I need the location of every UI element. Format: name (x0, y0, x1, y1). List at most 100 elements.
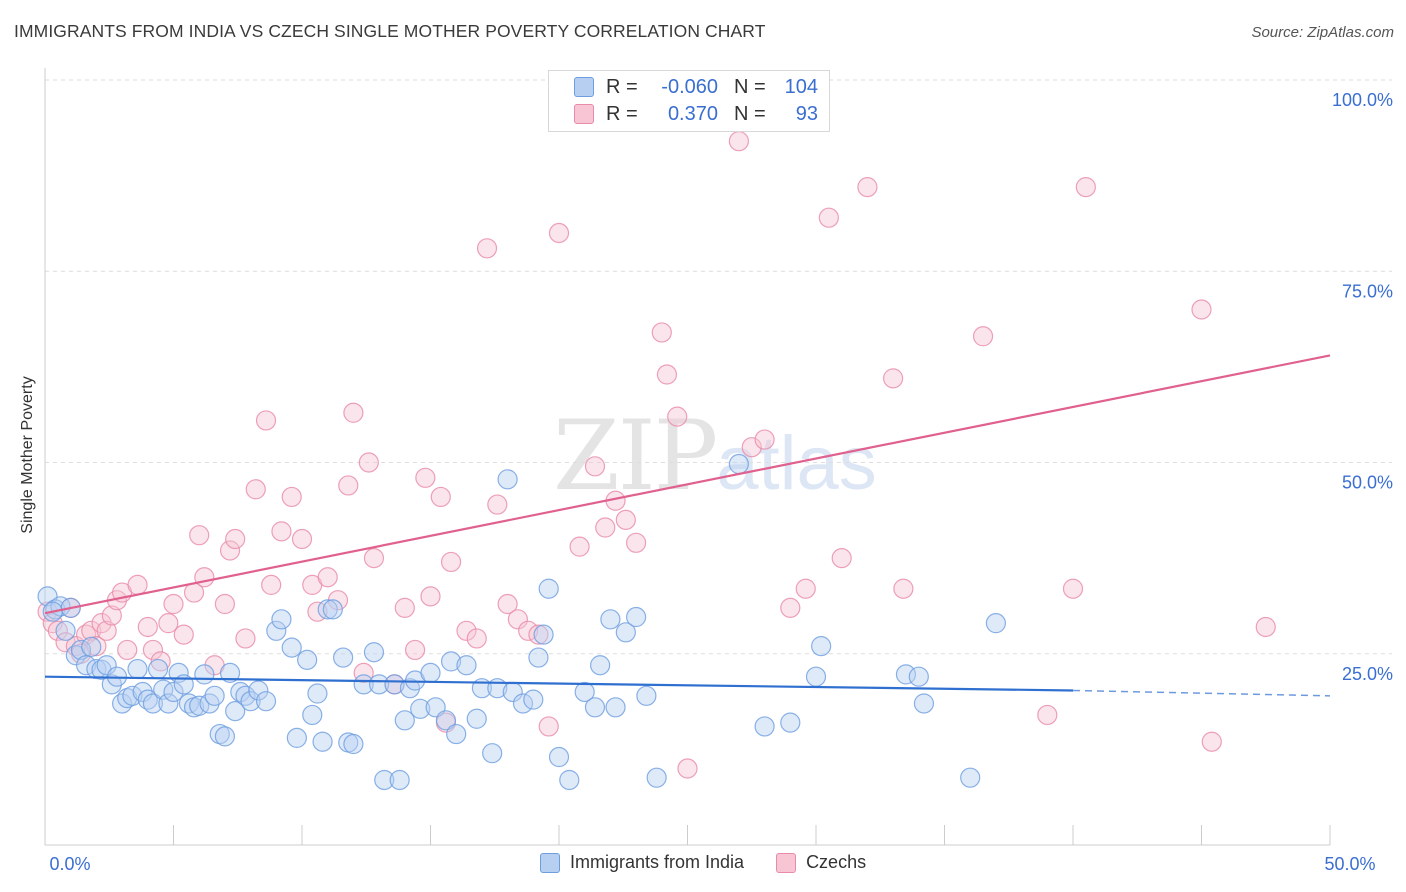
czech-point (677, 758, 698, 779)
correlation-legend: R = -0.060 N = 104 R = 0.370 N = 93 (548, 70, 830, 132)
india-trend-extension (1072, 689, 1331, 697)
india-point (369, 674, 390, 695)
czech-point (163, 593, 184, 615)
series-legend-item-czechs: Czechs (776, 852, 866, 873)
india-point (225, 701, 246, 722)
watermark: ZIPatlas (553, 400, 877, 512)
india-point (142, 693, 164, 714)
czech-point (1255, 616, 1276, 638)
india-point (214, 726, 235, 747)
czech-point (476, 238, 498, 259)
india-point (271, 609, 292, 630)
czech-point (818, 207, 839, 228)
india-point (523, 689, 544, 710)
czech-point (281, 486, 302, 508)
czech-point (358, 452, 379, 473)
india-point (960, 767, 981, 788)
czech-point (831, 548, 852, 569)
india-point (158, 693, 179, 714)
czech-point (528, 624, 549, 645)
india-point (482, 743, 503, 764)
india-point (343, 733, 364, 755)
czech-point (507, 609, 528, 630)
india-point (780, 712, 801, 733)
india-point (913, 693, 935, 714)
india-point (307, 683, 328, 704)
czech-point (194, 567, 215, 588)
y-axis-label: Single Mother Poverty (19, 376, 36, 534)
india-point (317, 599, 338, 620)
czech-point (569, 536, 590, 557)
czech-point (415, 467, 436, 488)
czech-point (1037, 704, 1058, 726)
series-swatch-india (540, 852, 560, 873)
czech-point (117, 639, 138, 661)
czech-point (317, 567, 338, 588)
india-point (248, 680, 269, 701)
czech-point (394, 597, 415, 618)
czech-point (338, 475, 359, 496)
czech-point (245, 479, 266, 500)
india-point (446, 723, 467, 745)
india-point (122, 685, 143, 706)
india-point (410, 698, 431, 719)
legend-row-czechs: R = 0.370 N = 93 (549, 101, 818, 127)
czech-point (86, 635, 107, 657)
india-point (76, 655, 97, 676)
czech-point (518, 620, 539, 641)
y-tick-label: 100.0% (1332, 90, 1393, 110)
czech-point (189, 525, 210, 546)
india-point (322, 599, 343, 620)
india-point (728, 453, 750, 475)
czech-point (466, 628, 487, 649)
india-point (590, 655, 611, 676)
czech-point (595, 517, 616, 538)
czech-point (255, 410, 277, 431)
czech-point (882, 368, 904, 389)
india-point (374, 769, 395, 791)
czech-point (142, 639, 164, 661)
czech-point (353, 662, 374, 683)
india-point (636, 685, 657, 706)
india-point (528, 647, 549, 668)
india-point (55, 620, 76, 641)
legend-swatch-czechs (574, 104, 594, 124)
czech-point (456, 620, 477, 641)
czech-point (219, 540, 241, 561)
india-point (908, 666, 929, 687)
czech-point (780, 597, 801, 618)
india-point (605, 697, 626, 718)
india-point (435, 710, 457, 731)
czech-point (741, 437, 762, 458)
india-point (466, 708, 487, 729)
legend-r-label: R = (606, 102, 638, 125)
legend-swatch-india (574, 77, 594, 97)
czech-point (1075, 177, 1096, 198)
india-point (574, 681, 595, 703)
series-legend-item-india: Immigrants from India (540, 852, 744, 873)
czech-point (972, 326, 994, 347)
india-point (312, 731, 333, 752)
india-point (363, 642, 385, 663)
czech-point (47, 620, 68, 641)
india-point (96, 655, 117, 676)
czech-point (291, 528, 313, 550)
india-point (86, 658, 107, 680)
czech-point (656, 364, 678, 385)
india-point (394, 710, 415, 731)
india-point (559, 769, 580, 791)
india-point (81, 636, 102, 657)
x-tick-label: 50.0% (1324, 854, 1375, 874)
czech-point (584, 456, 606, 477)
czech-point (430, 486, 451, 508)
czech-point (1191, 299, 1212, 320)
czech-point (271, 521, 292, 542)
india-point (353, 674, 374, 695)
czech-point (404, 639, 426, 661)
india-point (389, 769, 410, 791)
czech-point (548, 222, 570, 244)
czech-point (754, 429, 775, 450)
czech-point (497, 593, 518, 615)
legend-n-value: 104 (784, 75, 818, 98)
